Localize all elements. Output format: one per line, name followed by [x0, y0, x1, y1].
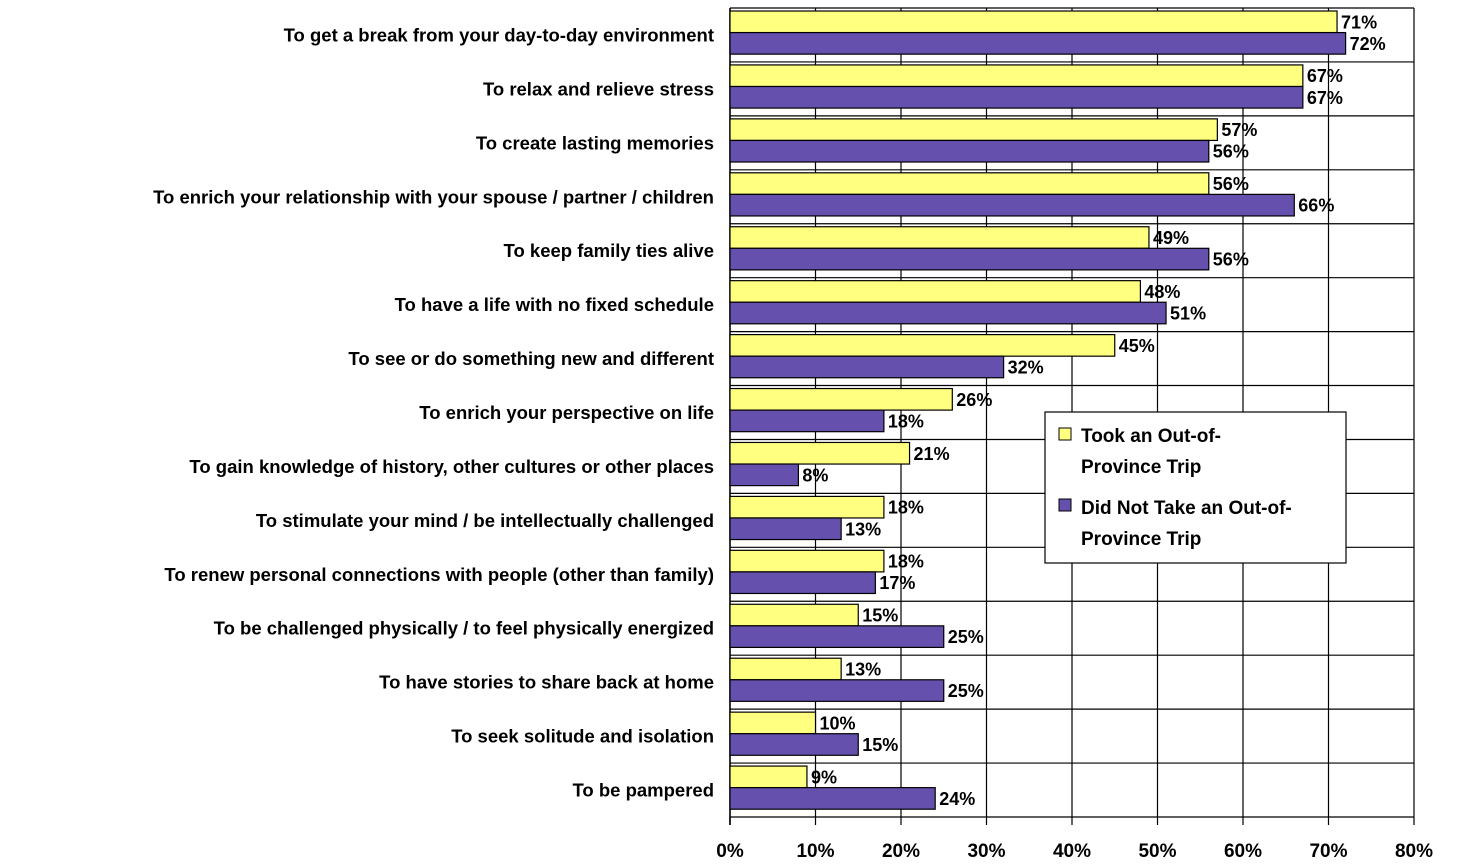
category-label: To enrich your perspective on life — [419, 402, 714, 423]
data-label: 56% — [1213, 250, 1249, 270]
category-label: To keep family ties alive — [504, 240, 714, 261]
bar-took-trip — [729, 711, 817, 735]
x-axis-tick-labels: 0% 10% 20% 30% 40% 50% 60% 70% 80% — [716, 841, 1433, 862]
x-axis-tick-label: 80% — [1395, 841, 1433, 862]
legend-swatch — [1058, 498, 1072, 512]
x-axis-tick-label: 70% — [1309, 841, 1347, 862]
data-label: 9% — [811, 767, 837, 787]
data-label: 71% — [1341, 12, 1377, 32]
category-label: To have stories to share back at home — [379, 672, 714, 693]
category-label: To get a break from your day-to-day envi… — [284, 24, 714, 45]
x-axis-tick-label: 60% — [1224, 841, 1262, 862]
bar-did-not-take-trip — [729, 355, 1005, 379]
bar-did-not-take-trip — [729, 733, 859, 756]
x-axis-tick-label: 40% — [1053, 841, 1091, 862]
data-label: 13% — [845, 659, 881, 679]
bar-did-not-take-trip — [729, 787, 936, 810]
category-label: To create lasting memories — [476, 132, 714, 153]
legend-box — [1044, 411, 1347, 564]
value-labels: 71%72%67%67%57%56%56%66%49%56%48%51%45%3… — [802, 12, 1385, 809]
data-label: 15% — [862, 606, 898, 626]
bar-took-trip — [729, 441, 911, 465]
bar-did-not-take-trip — [729, 247, 1210, 271]
bars — [729, 10, 1347, 810]
bar-took-trip — [729, 334, 1116, 357]
bar-took-trip — [729, 657, 842, 681]
data-label: 32% — [1008, 357, 1044, 377]
data-label: 18% — [888, 498, 924, 518]
bar-did-not-take-trip — [729, 517, 842, 541]
data-label: 8% — [802, 465, 828, 485]
category-label: To seek solitude and isolation — [451, 726, 714, 747]
bar-did-not-take-trip — [729, 85, 1304, 109]
data-label: 18% — [888, 552, 924, 572]
legend-swatch — [1058, 427, 1072, 441]
data-label: 13% — [845, 519, 881, 539]
data-label: 51% — [1170, 304, 1206, 324]
bar-took-trip — [729, 603, 859, 627]
legend-label: Did Not Take an Out-of- — [1081, 498, 1292, 519]
category-labels: To get a break from your day-to-day envi… — [153, 24, 714, 800]
bar-took-trip — [729, 765, 808, 789]
bar-did-not-take-trip — [729, 31, 1347, 55]
data-label: 48% — [1144, 282, 1180, 302]
bar-took-trip — [729, 226, 1150, 249]
data-label: 24% — [939, 789, 975, 809]
bar-did-not-take-trip — [729, 679, 945, 702]
data-label: 72% — [1350, 34, 1386, 54]
x-axis-tick-label: 50% — [1138, 841, 1176, 862]
legend-label: Took an Out-of- — [1081, 426, 1221, 447]
data-label: 67% — [1307, 66, 1343, 86]
data-label: 45% — [1119, 336, 1155, 356]
x-axis-tick-label: 30% — [967, 841, 1005, 862]
legend-label: Province Trip — [1081, 529, 1201, 550]
bar-took-trip — [729, 280, 1141, 303]
data-label: 49% — [1153, 228, 1189, 248]
data-label: 57% — [1221, 120, 1257, 140]
bar-did-not-take-trip — [729, 571, 876, 595]
x-axis-tick-label: 20% — [882, 841, 920, 862]
data-label: 25% — [948, 681, 984, 701]
bar-took-trip — [729, 387, 953, 411]
category-label: To be pampered — [572, 780, 714, 801]
bar-did-not-take-trip — [729, 193, 1295, 217]
data-label: 10% — [820, 713, 856, 733]
legend-label: Province Trip — [1081, 457, 1201, 478]
data-label: 18% — [888, 411, 924, 431]
bar-took-trip — [729, 495, 885, 519]
bar-did-not-take-trip — [729, 625, 945, 649]
category-label: To gain knowledge of history, other cult… — [189, 456, 714, 477]
bar-did-not-take-trip — [729, 409, 885, 433]
data-label: 15% — [862, 735, 898, 755]
legend: Took an Out-of- Province Trip Did Not Take… — [1044, 411, 1347, 564]
category-label: To renew personal connections with peopl… — [164, 564, 714, 585]
category-label: To see or do something new and different — [348, 348, 714, 369]
bar-did-not-take-trip — [729, 463, 800, 487]
data-label: 25% — [948, 627, 984, 647]
category-label: To have a life with no fixed schedule — [395, 294, 714, 315]
category-label: To stimulate your mind / be intellectual… — [256, 510, 714, 531]
data-label: 56% — [1213, 142, 1249, 162]
category-label: To be challenged physically / to feel ph… — [214, 618, 714, 639]
data-label: 26% — [956, 390, 992, 410]
data-label: 17% — [879, 573, 915, 593]
data-label: 66% — [1298, 196, 1334, 216]
data-label: 56% — [1213, 174, 1249, 194]
bar-did-not-take-trip — [729, 301, 1167, 325]
bar-did-not-take-trip — [729, 139, 1210, 163]
x-axis-tick-label: 10% — [796, 841, 834, 862]
bar-took-trip — [729, 172, 1210, 195]
bar-took-trip — [729, 118, 1218, 142]
bar-took-trip — [729, 549, 885, 573]
bar-took-trip — [729, 64, 1304, 88]
bar-took-trip — [729, 10, 1338, 34]
data-label: 67% — [1307, 88, 1343, 108]
x-axis-tick-label: 0% — [716, 841, 744, 862]
data-label: 21% — [914, 444, 950, 464]
category-label: To relax and relieve stress — [483, 78, 714, 99]
category-label: To enrich your relationship with your sp… — [153, 186, 714, 207]
